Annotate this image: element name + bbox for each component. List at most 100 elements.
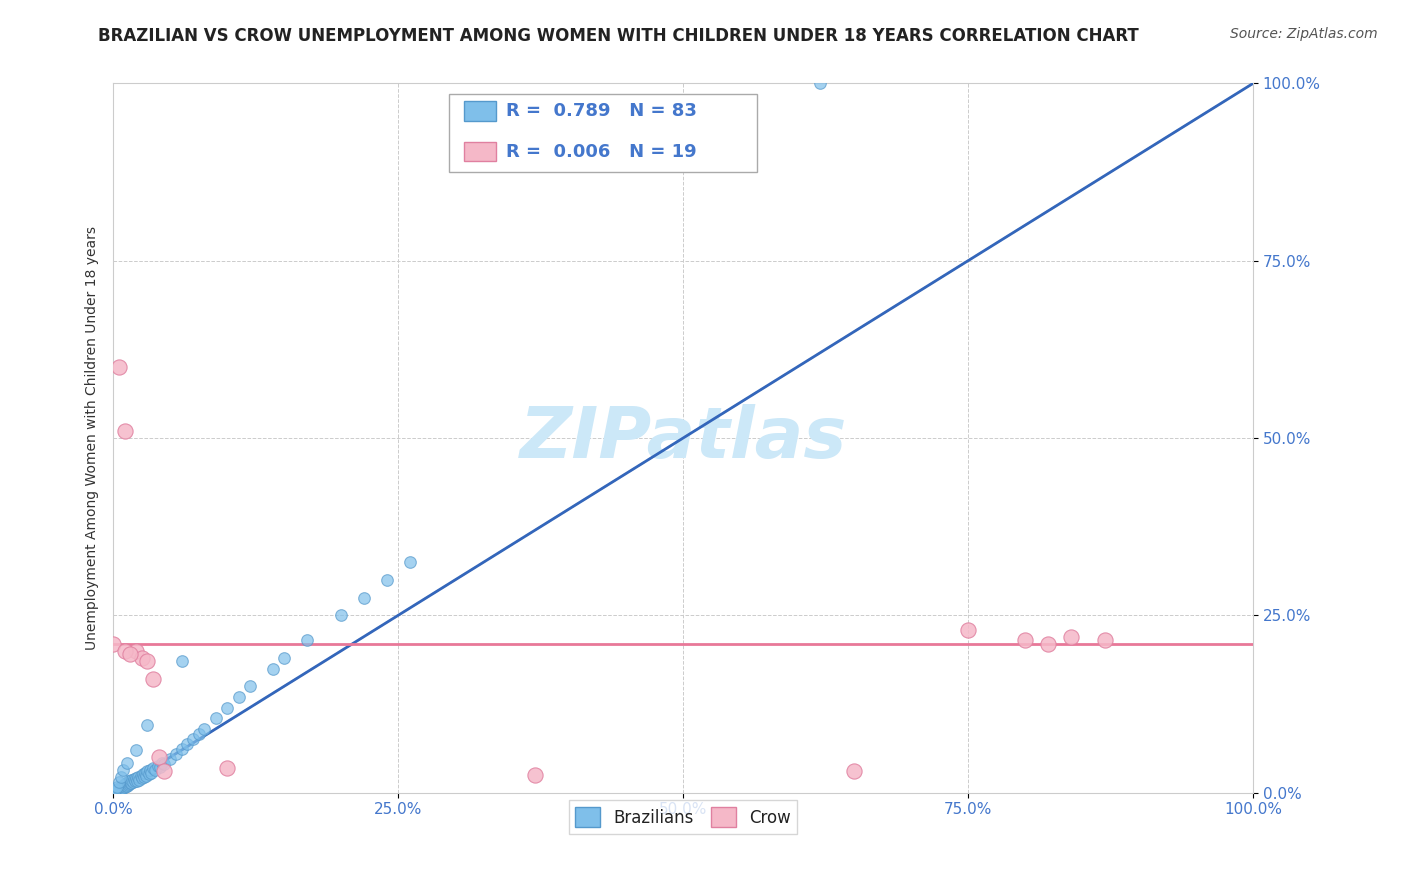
- Point: [107, 782, 129, 797]
- Point: [131, 651, 153, 665]
- Point: [159, 751, 181, 765]
- Point: [114, 777, 136, 791]
- Point: [132, 770, 155, 784]
- Point: [111, 781, 134, 796]
- Point: [398, 555, 420, 569]
- Point: [108, 775, 131, 789]
- Point: [108, 783, 131, 797]
- Point: [115, 775, 138, 789]
- Point: [139, 765, 162, 780]
- Point: [108, 360, 131, 375]
- Point: [128, 772, 150, 787]
- Point: [132, 767, 155, 781]
- Point: [1059, 630, 1081, 644]
- Point: [1014, 633, 1036, 648]
- Point: [170, 655, 193, 669]
- Point: [107, 784, 129, 798]
- Point: [143, 763, 166, 777]
- Point: [134, 765, 156, 780]
- Point: [808, 77, 831, 91]
- Point: [217, 700, 239, 714]
- Point: [120, 775, 142, 789]
- Point: [1036, 637, 1059, 651]
- Point: [111, 779, 134, 793]
- Point: [103, 786, 125, 800]
- Text: BRAZILIAN VS CROW UNEMPLOYMENT AMONG WOMEN WITH CHILDREN UNDER 18 YEARS CORRELAT: BRAZILIAN VS CROW UNEMPLOYMENT AMONG WOM…: [98, 27, 1139, 45]
- Point: [112, 780, 135, 795]
- Point: [193, 722, 215, 736]
- Point: [103, 785, 125, 799]
- Text: ZIPatlas: ZIPatlas: [519, 403, 846, 473]
- Point: [105, 780, 128, 794]
- Text: Source: ZipAtlas.com: Source: ZipAtlas.com: [1230, 27, 1378, 41]
- Point: [124, 774, 146, 789]
- Point: [150, 756, 173, 770]
- Point: [228, 690, 250, 704]
- Point: [149, 760, 172, 774]
- Point: [295, 633, 318, 648]
- Point: [114, 644, 136, 658]
- Point: [138, 767, 160, 781]
- Point: [142, 761, 165, 775]
- Point: [170, 741, 193, 756]
- Point: [148, 750, 170, 764]
- Point: [118, 777, 141, 791]
- Point: [127, 773, 149, 788]
- Point: [375, 573, 398, 587]
- Point: [115, 756, 138, 770]
- Point: [104, 783, 127, 797]
- Point: [842, 764, 865, 779]
- Point: [120, 776, 142, 790]
- FancyBboxPatch shape: [464, 142, 496, 161]
- Legend: Brazilians, Crow: Brazilians, Crow: [568, 800, 797, 834]
- Point: [112, 779, 135, 793]
- Point: [239, 679, 262, 693]
- Point: [105, 785, 128, 799]
- Point: [138, 763, 160, 777]
- Point: [120, 773, 142, 788]
- Point: [104, 782, 127, 797]
- Point: [120, 648, 142, 662]
- Point: [204, 711, 226, 725]
- Y-axis label: Unemployment Among Women with Children Under 18 years: Unemployment Among Women with Children U…: [86, 226, 100, 650]
- Point: [135, 769, 157, 783]
- Point: [176, 738, 198, 752]
- Point: [127, 770, 149, 784]
- Text: R =  0.006   N = 19: R = 0.006 N = 19: [506, 143, 697, 161]
- Point: [125, 644, 148, 658]
- Point: [136, 764, 159, 779]
- Point: [114, 780, 136, 794]
- Point: [114, 779, 136, 793]
- Point: [114, 776, 136, 790]
- Point: [125, 772, 148, 786]
- Point: [114, 424, 136, 438]
- Point: [353, 591, 375, 605]
- Point: [110, 782, 132, 797]
- Text: R =  0.789   N = 83: R = 0.789 N = 83: [506, 102, 697, 120]
- Point: [117, 775, 139, 789]
- Point: [217, 761, 239, 775]
- Point: [103, 784, 125, 798]
- Point: [121, 775, 143, 789]
- FancyBboxPatch shape: [464, 101, 496, 121]
- Point: [153, 764, 176, 779]
- Point: [131, 772, 153, 786]
- Point: [146, 758, 169, 772]
- Point: [330, 608, 353, 623]
- Point: [125, 743, 148, 757]
- Point: [118, 774, 141, 789]
- Point: [262, 661, 284, 675]
- Point: [112, 763, 135, 777]
- Point: [142, 672, 165, 686]
- Point: [187, 727, 209, 741]
- Point: [110, 780, 132, 794]
- Point: [105, 782, 128, 797]
- Point: [122, 772, 145, 787]
- Point: [120, 772, 142, 787]
- Point: [108, 780, 131, 795]
- FancyBboxPatch shape: [450, 94, 758, 172]
- Point: [108, 782, 131, 797]
- Point: [115, 779, 138, 793]
- Point: [153, 757, 176, 772]
- Point: [136, 655, 159, 669]
